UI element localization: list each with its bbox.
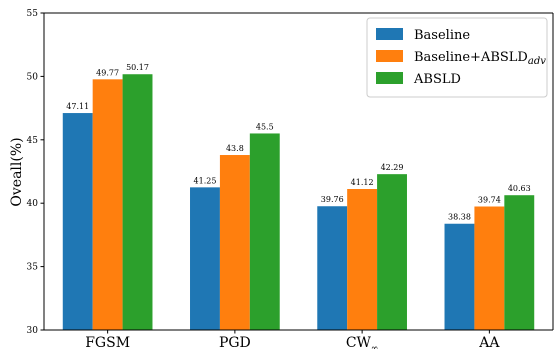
x-tick-label: FGSM [85,335,130,349]
legend-label: Baseline [414,28,470,43]
data-label: 39.76 [321,195,344,204]
data-label: 38.38 [448,213,471,222]
bars-group [62,74,535,331]
bar-pgd-series-1 [219,155,250,330]
axes-group: 30 35 40 45 50 55 FGSM PGD CW∞ AA [27,9,554,349]
x-tick-label: CW∞ [346,335,379,349]
x-tick-label: AA [478,335,500,349]
bar-aa-series-2 [504,195,535,330]
y-tick-label: 40 [27,199,39,209]
bar-fgsm-series-2 [122,74,153,331]
x-tick-label: PGD [219,335,251,349]
bar-aa-series-1 [474,206,505,330]
data-labels-group: 47.11 41.25 39.76 38.38 49.77 43.8 41.12 39.74 5… [66,63,530,222]
legend-swatch [376,28,403,40]
data-label: 42.29 [381,163,404,172]
data-label: 41.25 [194,176,217,185]
data-label: 39.74 [478,196,501,205]
bar-cw-series-1 [347,189,378,330]
data-label: 43.8 [226,144,244,153]
y-tick-label: 30 [27,326,39,336]
data-label: 49.77 [96,68,119,77]
legend: Baseline Baseline+ABSLDadv ABSLD [366,17,548,98]
data-label: 45.5 [256,122,274,131]
y-tick-label: 35 [27,263,39,273]
legend-swatch [376,72,403,84]
bar-fgsm-series-1 [92,79,123,330]
y-tick-label: 55 [27,9,39,19]
data-label: 50.17 [126,63,149,72]
y-tick-label: 45 [27,136,39,146]
legend-frame [366,17,548,98]
bar-aa-series-0 [444,223,475,330]
y-axis-label: Oveall(%) [9,137,25,206]
y-tick-label: 50 [27,72,39,82]
legend-label: Baseline+ABSLDadv [414,50,546,67]
data-label: 41.12 [351,178,374,187]
bar-cw-series-0 [317,206,348,330]
legend-label: ABSLD [413,72,461,87]
legend-swatch [376,50,403,62]
bar-pgd-series-0 [190,187,220,330]
data-label: 40.63 [508,184,531,193]
bar-cw-series-2 [377,174,407,330]
data-label: 47.11 [66,102,89,111]
bar-fgsm-series-0 [62,113,93,330]
bar-pgd-series-2 [249,133,280,330]
